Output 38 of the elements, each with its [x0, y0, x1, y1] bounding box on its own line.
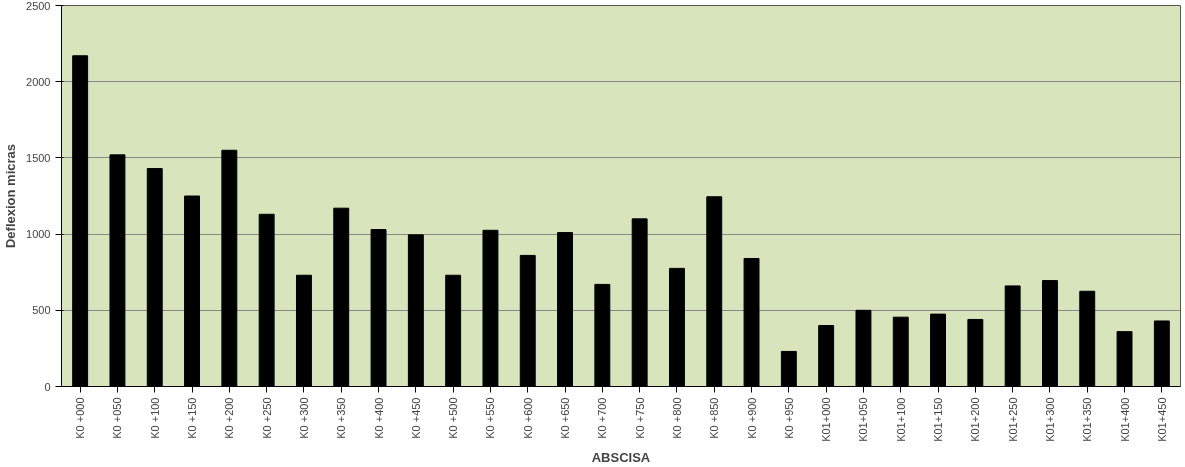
x-tick-label: K0 +950: [782, 397, 795, 439]
x-tick-label: K0 +300: [297, 397, 310, 439]
x-tick-label: K0 +650: [559, 397, 572, 439]
x-tick-label: K01+300: [1043, 397, 1056, 442]
x-tick-label: K0 +150: [186, 397, 199, 439]
x-tick-label: K0 +500: [447, 397, 460, 439]
x-tick-label: K0 +200: [223, 397, 236, 439]
x-tick-label: K0 +550: [484, 397, 497, 439]
x-tick-label: K0 +000: [74, 397, 87, 439]
y-axis-title: Deflexion micras: [3, 143, 19, 249]
x-tick-label: K01+100: [894, 397, 907, 442]
x-tick-label: K0 +800: [670, 397, 683, 439]
y-tick-label: 0: [44, 380, 51, 393]
x-tick-label: K0 +050: [111, 397, 124, 439]
x-tick-label: K01+200: [969, 397, 982, 442]
x-tick-label: K0 +900: [745, 397, 758, 439]
y-tick-label: 2000: [26, 75, 51, 88]
y-tick-label: 1500: [26, 151, 51, 164]
x-tick-label: K0 +750: [633, 397, 646, 439]
x-tick-label: K0 +700: [596, 397, 609, 439]
y-tick-label: 500: [32, 304, 51, 317]
x-tick-label: K01+450: [1155, 397, 1168, 442]
x-tick-label: K0 +350: [335, 397, 348, 439]
x-tick-label: K01+150: [932, 397, 945, 442]
x-tick-label: K0 +100: [148, 397, 161, 439]
x-tick-label: K0 +600: [521, 397, 534, 439]
x-tick-label: K0 +850: [708, 397, 721, 439]
y-tick-label: 1000: [26, 228, 51, 241]
x-tick-label: K0 +400: [372, 397, 385, 439]
x-tick-label: K01+050: [857, 397, 870, 442]
x-tick-label: K01+350: [1081, 397, 1094, 442]
x-tick-label: K01+250: [1006, 397, 1019, 442]
x-tick-label: K0 +450: [409, 397, 422, 439]
x-tick-label: K0 +250: [260, 397, 273, 439]
x-axis-title: ABSCISA: [591, 449, 651, 465]
x-tick-label: K01+000: [820, 397, 833, 442]
x-tick-label: K01+400: [1118, 397, 1131, 442]
y-tick-label: 2500: [26, 0, 51, 12]
